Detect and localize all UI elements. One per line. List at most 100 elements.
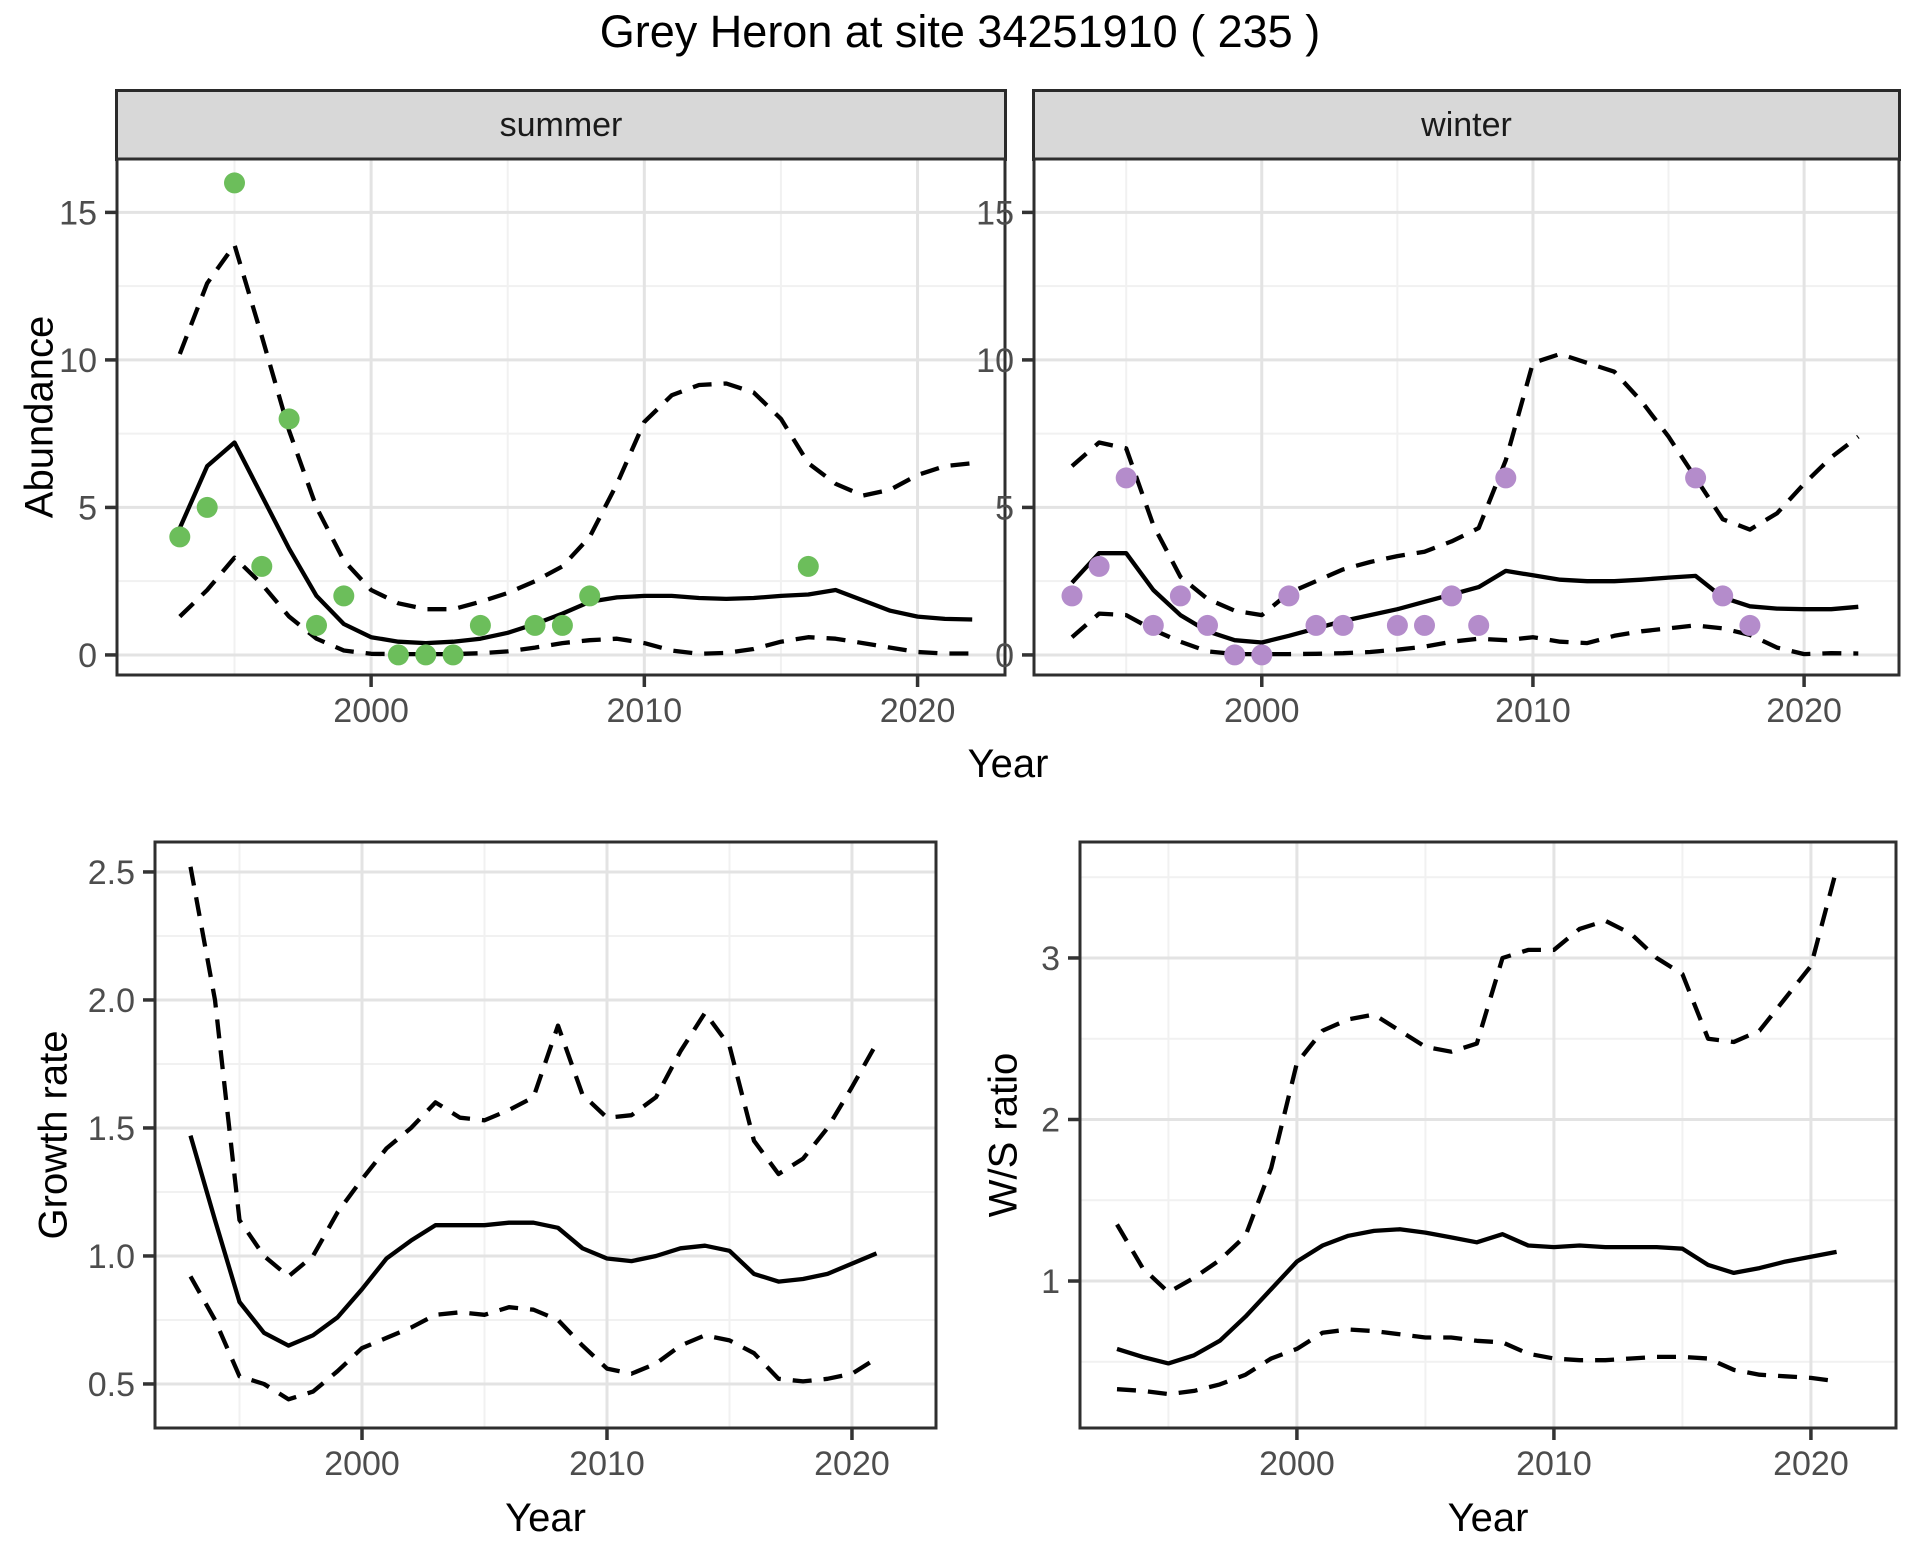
observation-point	[306, 614, 327, 636]
observation-points	[169, 172, 819, 666]
x-tick-label: 2000	[333, 692, 409, 730]
observation-point	[1685, 467, 1707, 489]
observation-point	[797, 555, 819, 577]
y-tick-label: 2	[1041, 1101, 1060, 1139]
facet-strip-summer: summer	[115, 89, 1007, 161]
upper_95ci-line	[177, 242, 973, 612]
y-tick-label: 0	[995, 637, 1014, 675]
y-tick-label: 0.5	[88, 1366, 135, 1404]
x-axis-title-ws: Year	[1447, 1496, 1529, 1540]
observation-point	[169, 526, 191, 548]
x-tick-label: 2000	[324, 1445, 400, 1483]
lower_95ci-line	[188, 1275, 878, 1402]
y-tick-label: 5	[78, 489, 97, 527]
observation-point	[1115, 467, 1137, 489]
observation-point	[1739, 614, 1761, 636]
gridlines-major	[1034, 159, 1899, 675]
observation-point	[415, 644, 437, 666]
observation-point	[1712, 585, 1734, 607]
chart-title: Grey Heron at site 34251910 ( 235 )	[599, 6, 1321, 57]
observation-point	[1169, 585, 1191, 607]
panel-border	[153, 840, 938, 1430]
observation-point	[1305, 614, 1327, 636]
x-tick-label: 2020	[880, 692, 956, 730]
observation-point	[1197, 614, 1218, 636]
observation-point	[469, 614, 491, 636]
y-tick-label: 0	[78, 637, 97, 675]
median-line	[188, 1135, 878, 1348]
y-axis-title-growth: Growth rate	[31, 1030, 76, 1240]
x-axis-title-growth: Year	[505, 1496, 586, 1540]
x-tick-label: 2000	[1259, 1445, 1335, 1483]
gridlines-minor	[1034, 159, 1899, 675]
gridlines-major	[1080, 842, 1896, 1428]
panel-border	[115, 157, 1007, 677]
facet-strip-winter-label: winter	[1421, 105, 1512, 144]
y-axis-title-ws: W/S ratio	[981, 1052, 1026, 1218]
facet-strip-winter: winter	[1032, 89, 1901, 161]
axis-ws: 2000 2010 2020 1 2 3	[1041, 940, 1849, 1483]
lower_95ci-line	[1070, 611, 1859, 657]
panel-growth: 2000 2010 2020 0.5 1.0 1.5 2.0 2.5	[88, 840, 938, 1483]
observation-point	[1061, 585, 1083, 607]
y-tick-label: 10	[59, 342, 97, 380]
y-tick-label: 2.0	[88, 982, 135, 1020]
observation-point	[1278, 585, 1300, 607]
observation-points	[1061, 467, 1761, 666]
y-tick-label: 1.0	[88, 1238, 135, 1276]
observation-point	[579, 585, 601, 607]
x-tick-label: 2010	[569, 1445, 645, 1483]
y-tick-label: 10	[976, 342, 1014, 380]
observation-point	[1142, 614, 1164, 636]
y-tick-label: 3	[1041, 940, 1060, 978]
gridlines-major	[117, 159, 1005, 675]
upper_95ci-line	[188, 866, 879, 1279]
axis-summer: 2000 2010 2020 0 5 10 15	[59, 194, 955, 730]
observation-point	[251, 555, 273, 577]
panel-summer: 2000 2010 2020 0 5 10 15	[59, 157, 1007, 730]
observation-point	[1332, 614, 1354, 636]
observation-point	[387, 644, 409, 666]
observation-point	[1251, 644, 1273, 666]
y-axis-title-abundance: Abundance	[17, 315, 62, 519]
lower_95ci-line	[178, 555, 973, 657]
x-tick-label: 2020	[814, 1445, 890, 1483]
observation-point	[1495, 467, 1517, 489]
observation-point	[1441, 585, 1463, 607]
panel-border	[1032, 157, 1901, 677]
observation-point	[1088, 555, 1110, 577]
observation-point	[524, 614, 546, 636]
observation-point	[1414, 614, 1435, 636]
y-tick-label: 1	[1041, 1263, 1060, 1301]
axis-growth: 2000 2010 2020 0.5 1.0 1.5 2.0 2.5	[88, 854, 890, 1483]
panel-winter: 2000 2010 2020 0 5 10 15	[976, 157, 1901, 730]
observation-point	[333, 585, 355, 607]
x-tick-label: 2020	[1766, 692, 1842, 730]
observation-point	[1386, 614, 1408, 636]
lower_95ci-line	[1116, 1327, 1837, 1397]
panel-ws: 2000 2010 2020 1 2 3	[1041, 840, 1898, 1483]
x-tick-label: 2020	[1773, 1445, 1849, 1483]
observation-point	[224, 172, 245, 194]
axis-winter: 2000 2010 2020 0 5 10 15	[976, 194, 1842, 730]
x-tick-label: 2000	[1224, 692, 1300, 730]
observation-point	[1468, 614, 1490, 636]
x-tick-label: 2010	[607, 692, 683, 730]
observation-point	[1224, 644, 1246, 666]
observation-point	[196, 496, 218, 518]
x-tick-label: 2010	[1516, 1445, 1592, 1483]
y-tick-label: 15	[59, 194, 97, 232]
y-tick-label: 1.5	[88, 1110, 135, 1148]
gridlines-major	[155, 842, 936, 1428]
gridlines-minor	[155, 842, 936, 1428]
upper_95ci-line	[1115, 868, 1839, 1295]
y-tick-label: 2.5	[88, 854, 135, 892]
median-line	[1116, 1227, 1838, 1366]
panel-border	[1078, 840, 1898, 1430]
y-tick-label: 15	[976, 194, 1014, 232]
x-axis-title-top: Year	[967, 742, 1049, 786]
observation-point	[278, 408, 300, 430]
observation-point	[551, 614, 573, 636]
